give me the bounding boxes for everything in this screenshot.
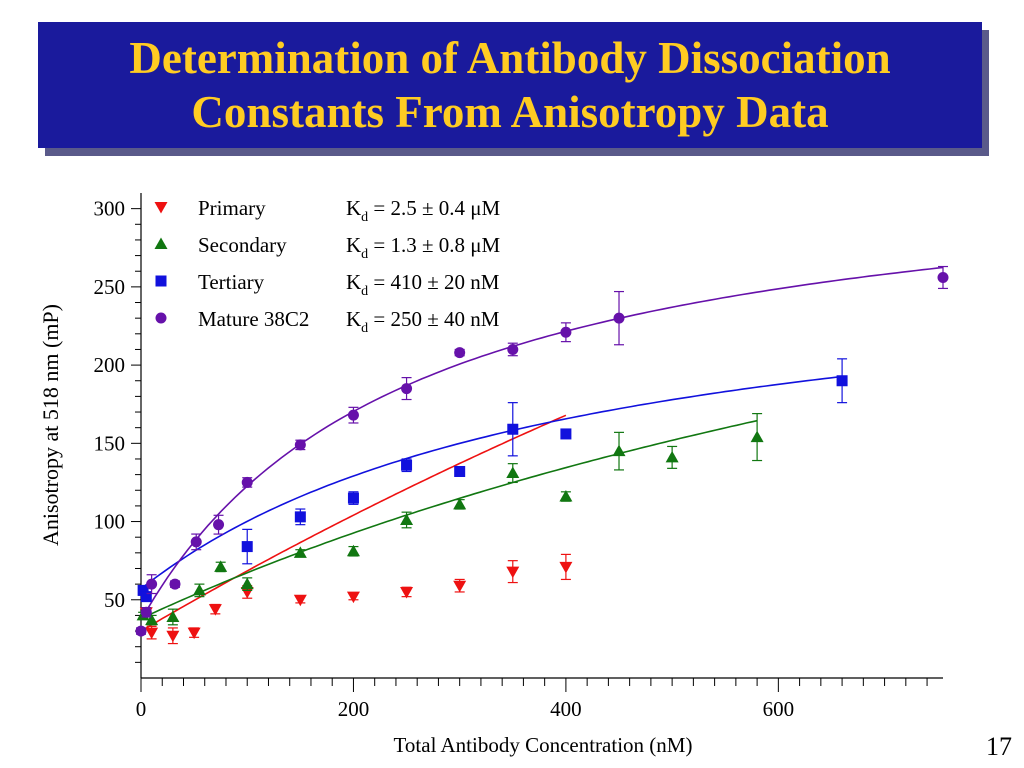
data-point-primary: [187, 627, 201, 640]
data-point-secondary: [192, 583, 206, 596]
data-point-secondary: [453, 497, 467, 510]
x-tick-label: 0: [136, 697, 147, 721]
x-axis-label: Total Antibody Concentration (nM): [394, 733, 693, 757]
y-tick-label: 300: [94, 197, 126, 221]
legend-label-primary: Primary: [198, 196, 266, 220]
slide-number: 17: [986, 732, 1012, 761]
data-point-tertiary: [137, 584, 149, 596]
data-point-primary: [293, 594, 307, 607]
y-axis-label: Anisotropy at 518 nm (mP): [38, 304, 63, 546]
data-point-mature: [937, 271, 949, 283]
data-point-tertiary: [401, 459, 413, 471]
data-point-tertiary: [836, 375, 848, 387]
data-point-secondary: [166, 610, 180, 622]
data-point-mature: [140, 606, 152, 618]
data-point-secondary: [240, 577, 254, 590]
legend-kd-secondary: Kd = 1.3 ± 0.8 μM: [346, 233, 501, 262]
data-point-primary: [400, 586, 414, 599]
fit-curve-mature: [140, 266, 944, 621]
fit-curve-primary: [140, 414, 567, 632]
data-point-secondary: [400, 513, 414, 525]
data-point-mature: [613, 312, 625, 324]
data-point-primary: [208, 604, 222, 616]
data-point-secondary: [612, 444, 626, 457]
data-point-primary: [453, 580, 467, 593]
data-point-secondary: [346, 544, 360, 557]
data-point-mature: [454, 347, 466, 359]
data-point-mature: [401, 383, 413, 395]
legend-kd-primary: Kd = 2.5 ± 0.4 μM: [346, 196, 501, 225]
legend-marker-secondary: [154, 237, 168, 249]
data-point-primary: [166, 630, 180, 643]
data-point-mature: [560, 326, 572, 338]
fit-curve-tertiary: [140, 375, 843, 590]
data-point-primary: [506, 566, 520, 579]
data-point-mature: [507, 343, 519, 355]
legend-label-mature: Mature 38C2: [198, 307, 309, 331]
title-banner: Determination of Antibody Dissociation C…: [38, 22, 982, 148]
data-point-secondary: [145, 613, 159, 626]
data-point-secondary: [293, 546, 307, 558]
data-point-tertiary: [294, 511, 306, 523]
data-point-mature: [190, 536, 202, 548]
x-tick-label: 200: [338, 697, 370, 721]
data-point-mature: [241, 476, 253, 488]
data-point-tertiary: [560, 428, 572, 440]
data-point-mature: [146, 578, 158, 590]
data-point-tertiary: [454, 465, 466, 477]
data-point-mature: [135, 625, 147, 637]
data-point-tertiary: [347, 492, 359, 504]
legend-marker-tertiary: [155, 275, 167, 287]
fit-curve-secondary: [140, 419, 758, 620]
legend-marker-mature: [155, 312, 167, 324]
data-point-primary: [346, 591, 360, 604]
data-point-secondary: [506, 466, 520, 479]
legend-marker-primary: [154, 202, 168, 214]
legend-kd-tertiary: Kd = 410 ± 20 nM: [346, 270, 500, 299]
data-point-primary: [559, 561, 573, 574]
data-point-secondary: [559, 490, 573, 502]
data-point-tertiary: [507, 423, 519, 435]
legend-label-tertiary: Tertiary: [198, 270, 265, 294]
data-point-mature: [213, 519, 225, 531]
x-tick-label: 600: [763, 697, 795, 721]
slide-title-line-2: Constants From Anisotropy Data: [191, 87, 829, 137]
data-point-secondary: [665, 450, 679, 463]
y-tick-label: 200: [94, 353, 126, 377]
legend-label-secondary: Secondary: [198, 233, 287, 257]
data-point-primary: [145, 627, 159, 640]
slide-title-line-1: Determination of Antibody Dissociation: [129, 33, 891, 83]
data-point-secondary: [214, 560, 228, 572]
data-point-secondary: [750, 430, 764, 443]
data-point-tertiary: [140, 591, 152, 603]
y-tick-label: 50: [104, 588, 125, 612]
y-tick-label: 150: [94, 431, 126, 455]
data-point-mature: [347, 409, 359, 421]
legend-kd-mature: Kd = 250 ± 40 nM: [346, 307, 500, 336]
data-point-mature: [169, 578, 181, 590]
data-point-tertiary: [241, 541, 253, 553]
x-tick-label: 400: [550, 697, 582, 721]
y-tick-label: 100: [94, 510, 126, 534]
data-point-mature: [294, 439, 306, 451]
y-tick-label: 250: [94, 275, 126, 299]
